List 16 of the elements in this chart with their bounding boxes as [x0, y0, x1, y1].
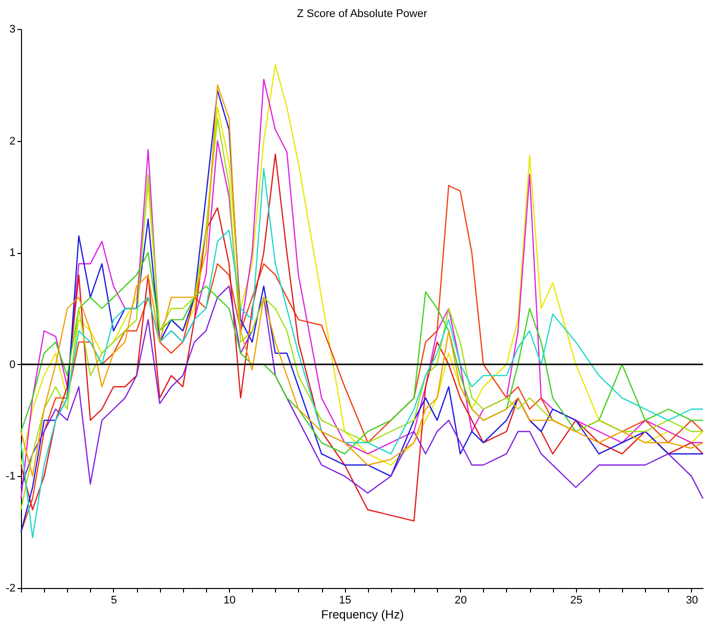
- y-tick-label: -2: [6, 582, 16, 594]
- x-tick-label: 15: [339, 594, 352, 606]
- y-tick-label: -1: [6, 470, 16, 483]
- y-tick-label: 2: [9, 135, 16, 148]
- chart-title: Z Score of Absolute Power: [296, 8, 428, 20]
- y-tick-label: 3: [9, 24, 16, 36]
- line-series: [20, 286, 704, 500]
- x-tick-label: 30: [686, 594, 698, 606]
- y-tick-label: 0: [9, 358, 16, 371]
- y-tick-label: 1: [9, 247, 16, 260]
- x-axis-title: Frequency (Hz): [321, 608, 404, 622]
- x-tick-label: 10: [223, 594, 236, 606]
- x-tick-label: 5: [110, 594, 118, 606]
- line-series: [20, 252, 704, 454]
- x-tick-label: 20: [454, 594, 467, 606]
- x-tick-label: 25: [570, 594, 582, 606]
